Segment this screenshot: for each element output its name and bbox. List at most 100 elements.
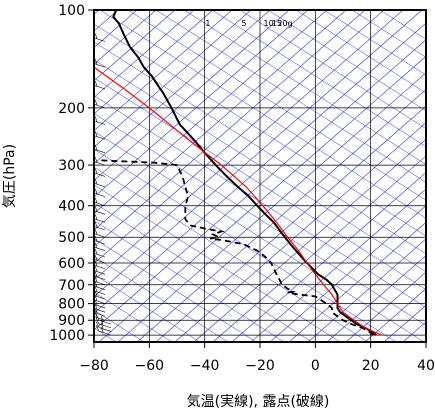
isotherm-line: [364, 288, 426, 342]
y-tick-label: 500: [58, 230, 85, 246]
adiabat-line: [94, 202, 313, 342]
wind-barb: [104, 10, 106, 11]
isotherm-line: [94, 10, 195, 98]
wind-barb: [94, 33, 106, 42]
wind-barb: [94, 214, 106, 223]
wind-barb: [94, 236, 106, 245]
adiabat-line: [295, 10, 426, 94]
wind-barbs: [94, 10, 112, 336]
wind-barb: [94, 221, 106, 231]
wind-barb: [94, 168, 106, 177]
isotherm-line: [174, 122, 426, 342]
isotherm-line: [94, 10, 385, 264]
isotherm-line: [94, 10, 366, 248]
isotherm-line: [98, 55, 426, 342]
y-axis-label: 気圧(hPa): [2, 144, 18, 208]
wind-barb: [94, 144, 106, 154]
wind-barb: [94, 276, 106, 286]
y-tick-label: 900: [58, 313, 85, 329]
wind-barb: [94, 254, 106, 264]
wind-barb: [94, 295, 106, 304]
adiabat-line: [94, 166, 369, 342]
isotherm-line: [117, 72, 426, 342]
isotherm-line: [250, 188, 426, 342]
isotherm-line: [326, 255, 426, 342]
x-tick-label: 40: [417, 358, 435, 374]
isotherm-line: [155, 105, 426, 342]
wind-barb: [94, 80, 106, 90]
x-tick-label: 0: [311, 358, 320, 374]
y-tick-label: 1000: [49, 328, 85, 344]
isotherm-line: [94, 10, 290, 181]
wind-barb: [94, 178, 106, 188]
isotherm-line: [307, 238, 426, 342]
y-tick-label: 800: [58, 297, 85, 313]
adiabat-line: [99, 10, 426, 219]
adiabat-line: [94, 23, 426, 237]
adiabat-line: [94, 59, 426, 273]
adiabat-line: [94, 238, 257, 342]
isotherm-line: [94, 10, 309, 198]
isotherm-line: [94, 10, 252, 148]
adiabat-line: [94, 256, 229, 342]
y-tick-label: 700: [58, 278, 85, 294]
adiabat-line: [267, 10, 426, 112]
isotherm-line: [94, 22, 426, 314]
mixing-ratio-label: 10: [264, 19, 274, 28]
grid-lines: [94, 10, 426, 342]
adiabat-line: [94, 77, 426, 290]
adiabat-line: [351, 10, 426, 58]
x-tick-label: −80: [79, 358, 109, 374]
isotherm-line: [402, 321, 426, 342]
wind-barb: [94, 299, 106, 309]
isotherm-line: [94, 10, 233, 131]
wind-barb: [94, 242, 106, 251]
isotherm-line: [94, 10, 176, 82]
adiabat-line: [323, 10, 426, 76]
wind-barb: [94, 206, 106, 215]
wind-barb: [94, 131, 106, 140]
wind-barb: [94, 116, 106, 125]
wind-barb: [94, 157, 106, 166]
y-tick-label: 300: [58, 158, 85, 174]
y-tick-label: 100: [58, 3, 85, 19]
adiabat-line: [127, 10, 426, 201]
x-tick-label: −40: [190, 358, 220, 374]
wind-barb: [94, 266, 106, 275]
mixing-ratio-label: 1: [205, 19, 210, 28]
adiabat-line: [239, 10, 426, 130]
mixing-ratio-label: 20g: [277, 19, 292, 28]
isotherm-line: [94, 10, 404, 281]
wind-barb: [95, 313, 112, 325]
adiabat-line: [94, 291, 173, 342]
adiabat-line: [94, 41, 426, 255]
x-tick-label: 20: [362, 358, 380, 374]
isotherm-line: [94, 10, 214, 115]
x-axis-label: 気温(実線), 露点(破線): [187, 394, 330, 410]
adiabat-line: [211, 10, 426, 147]
isotherm-line: [94, 39, 426, 331]
isotherm-line: [231, 172, 426, 342]
x-axis-ticks: −80 −60 −40 −20 0 20 40: [79, 342, 435, 374]
temperature-line: [112, 10, 377, 336]
wind-barb: [94, 229, 106, 238]
x-tick-label: −20: [245, 358, 275, 374]
isotherm-line: [288, 221, 426, 342]
isotherm-line: [383, 304, 426, 342]
wind-barb: [94, 260, 106, 270]
isotherm-line: [94, 10, 347, 231]
mixing-ratio-label: 5: [241, 19, 246, 28]
wind-barb: [94, 197, 106, 207]
wind-barb: [94, 59, 106, 68]
x-tick-label: −60: [135, 358, 165, 374]
wind-barb: [94, 291, 106, 300]
wind-barb: [94, 248, 106, 258]
sounding-series: [94, 10, 382, 336]
isotherm-lines: [94, 10, 426, 342]
isotherm-line: [345, 271, 426, 342]
isotherm-line: [212, 155, 426, 342]
isotherm-line: [94, 10, 271, 165]
